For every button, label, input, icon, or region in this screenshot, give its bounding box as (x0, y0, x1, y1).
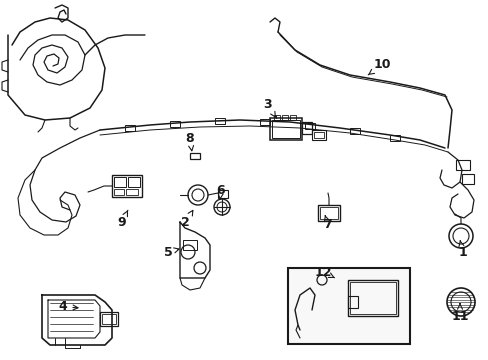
Bar (282, 115, 287, 120)
Bar (125, 125, 135, 131)
Bar (317, 205, 339, 221)
Bar (305, 123, 314, 129)
Bar (349, 282, 395, 314)
Bar (183, 240, 197, 250)
Bar (311, 130, 325, 140)
Bar (269, 118, 302, 140)
Bar (128, 177, 140, 187)
Text: 8: 8 (185, 131, 194, 151)
Text: 12: 12 (314, 266, 334, 279)
Bar (349, 128, 359, 134)
Bar (461, 174, 473, 184)
Bar (287, 268, 409, 344)
Bar (313, 132, 324, 138)
Text: 1: 1 (458, 241, 467, 260)
Bar (271, 120, 299, 138)
Bar (273, 115, 280, 120)
Bar (126, 189, 138, 195)
Bar (112, 175, 142, 197)
Bar (102, 314, 116, 324)
Bar (114, 177, 126, 187)
Bar (289, 115, 295, 120)
Bar (260, 119, 269, 125)
Text: 4: 4 (59, 301, 78, 314)
Bar (347, 280, 397, 316)
Bar (389, 135, 399, 141)
Text: 2: 2 (180, 210, 192, 230)
Text: 6: 6 (216, 184, 225, 199)
Text: 3: 3 (263, 99, 275, 117)
Text: 11: 11 (450, 304, 468, 323)
Text: 5: 5 (163, 246, 179, 258)
Text: 9: 9 (118, 210, 128, 229)
Text: 7: 7 (323, 216, 332, 231)
Bar (455, 160, 469, 170)
Bar (114, 189, 124, 195)
Bar (100, 312, 118, 326)
Bar (218, 190, 227, 198)
Bar (170, 121, 180, 127)
Bar (302, 122, 311, 134)
Text: 10: 10 (367, 58, 390, 75)
Bar (319, 207, 337, 219)
Bar (190, 153, 200, 159)
Bar (347, 296, 357, 308)
Bar (215, 118, 224, 124)
